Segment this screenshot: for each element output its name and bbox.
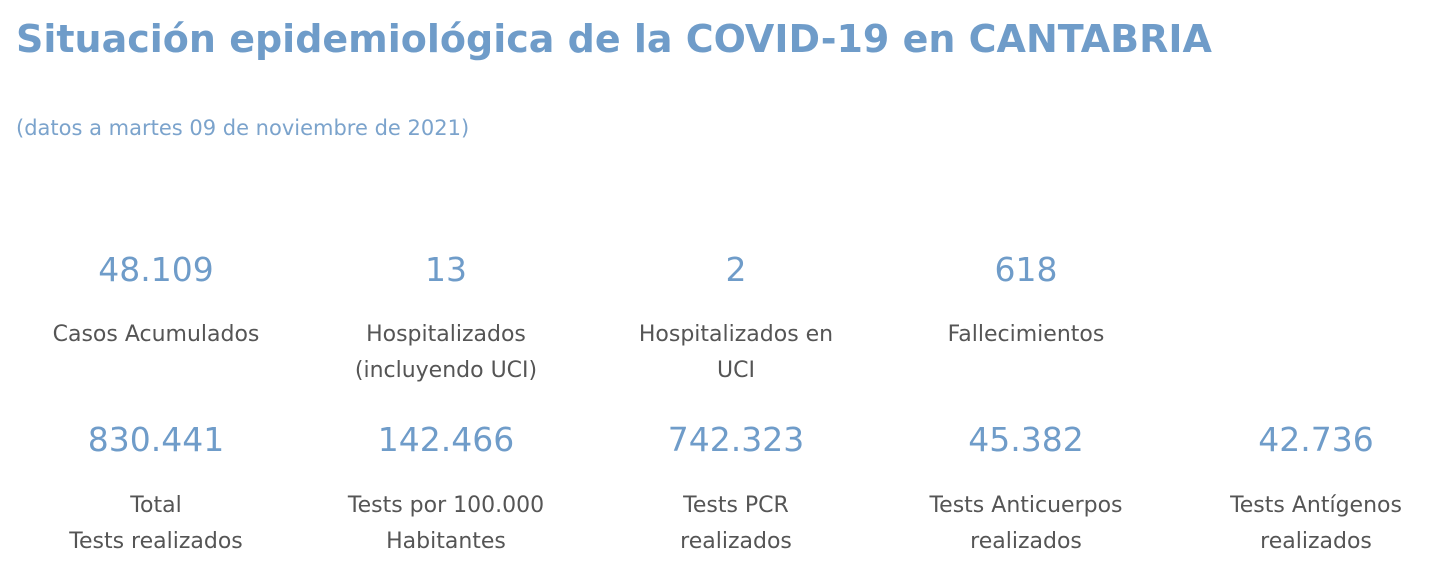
stat-casos-acumulados: 48.109 Casos Acumulados [11,250,301,353]
stat-label-line: Fallecimientos [947,322,1105,347]
stat-value: 45.382 [968,420,1084,459]
stat-label: Tests Anticuerpos realizados [881,488,1171,560]
stat-hospitalizados-uci: 2 Hospitalizados en UCI [591,250,881,389]
stat-label: Hospitalizados (incluyendo UCI) [301,317,591,389]
stat-label-line: Casos Acumulados [52,322,260,347]
stat-tests-anticuerpos: 45.382 Tests Anticuerpos realizados [881,420,1171,560]
stat-total-tests: 830.441 Total Tests realizados [11,420,301,560]
stat-value: 2 [725,250,747,289]
stat-value: 618 [994,250,1058,289]
stat-value: 742.323 [667,420,805,459]
stat-label-line: Hospitalizados [366,322,526,347]
stat-label-line: UCI [717,358,755,383]
stat-value: 48.109 [98,250,214,289]
stat-label-line: (incluyendo UCI) [354,358,538,383]
stat-label-line: Tests PCR [683,493,789,518]
data-date-subtitle: (datos a martes 09 de noviembre de 2021) [16,116,470,140]
stat-label-line: Tests Antígenos [1230,493,1402,518]
stat-fallecimientos: 618 Fallecimientos [881,250,1171,353]
stat-label-line: Tests Anticuerpos [929,493,1123,518]
stat-value: 830.441 [87,420,225,459]
stat-tests-antigenos: 42.736 Tests Antígenos realizados [1171,420,1434,560]
stat-label-line: Total [130,493,182,518]
stat-label: Hospitalizados en UCI [591,317,881,389]
stat-label: Tests por 100.000 Habitantes [301,488,591,560]
stat-label-line: realizados [680,529,792,554]
stat-hospitalizados: 13 Hospitalizados (incluyendo UCI) [301,250,591,389]
stat-label-line: realizados [970,529,1082,554]
stat-label: Tests Antígenos realizados [1171,488,1434,560]
stat-value: 13 [425,250,467,289]
stat-value: 142.466 [377,420,515,459]
stat-label-line: realizados [1260,529,1372,554]
stat-label: Casos Acumulados [11,317,301,353]
stat-label-line: Tests realizados [69,529,243,554]
stat-tests-pcr: 742.323 Tests PCR realizados [591,420,881,560]
stat-label: Total Tests realizados [11,488,301,560]
page-title: Situación epidemiológica de la COVID-19 … [16,17,1212,61]
stat-value: 42.736 [1258,420,1374,459]
stat-label-line: Tests por 100.000 [347,493,545,518]
stat-label: Tests PCR realizados [591,488,881,560]
stat-label-line: Habitantes [386,529,506,554]
stat-label: Fallecimientos [881,317,1171,353]
stat-tests-por-100000: 142.466 Tests por 100.000 Habitantes [301,420,591,560]
stat-label-line: Hospitalizados en [638,322,834,347]
